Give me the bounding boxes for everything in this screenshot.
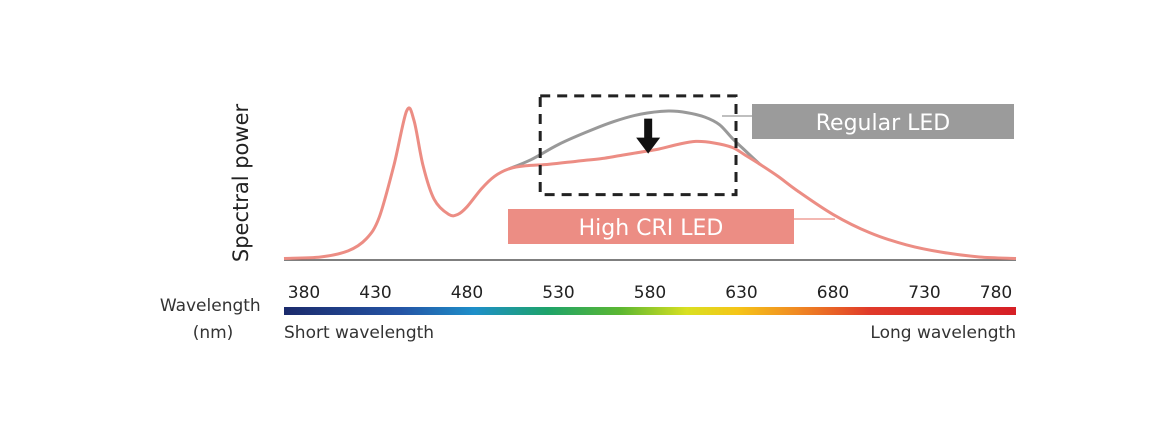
regular-led-line [508,109,761,171]
x-tick-label: 780 [980,283,1012,303]
x-tick-labels: 380 430 480 530 580 630 680 730 780 [288,283,1012,303]
x-tick-label: 530 [542,283,574,303]
x-tick-label: 480 [451,283,483,303]
x-tick-label: 630 [725,283,757,303]
spectrum-color-bar [284,307,1016,315]
regular-led-tag-label: Regular LED [816,111,950,136]
x-tick-label: 380 [288,283,320,303]
x-tick-label: 580 [634,283,666,303]
x-tick-label: 430 [359,283,391,303]
y-axis-label: Spectral power [229,103,253,262]
series-lines [283,106,1017,260]
short-wavelength-label: Short wavelength [284,323,434,343]
long-wavelength-label: Long wavelength [870,323,1016,343]
highlight-box [538,94,738,197]
x-axis-label: Wavelength (nm) [160,296,266,343]
high-cri-led-tag-label: High CRI LED [579,216,724,241]
x-tick-label: 730 [908,283,940,303]
x-tick-label: 680 [817,283,849,303]
high-cri-led-tag: High CRI LED [508,209,794,244]
regular-led-tag: Regular LED [752,104,1014,139]
down-arrow-icon [636,118,661,154]
high-cri-led-line [283,106,1017,260]
